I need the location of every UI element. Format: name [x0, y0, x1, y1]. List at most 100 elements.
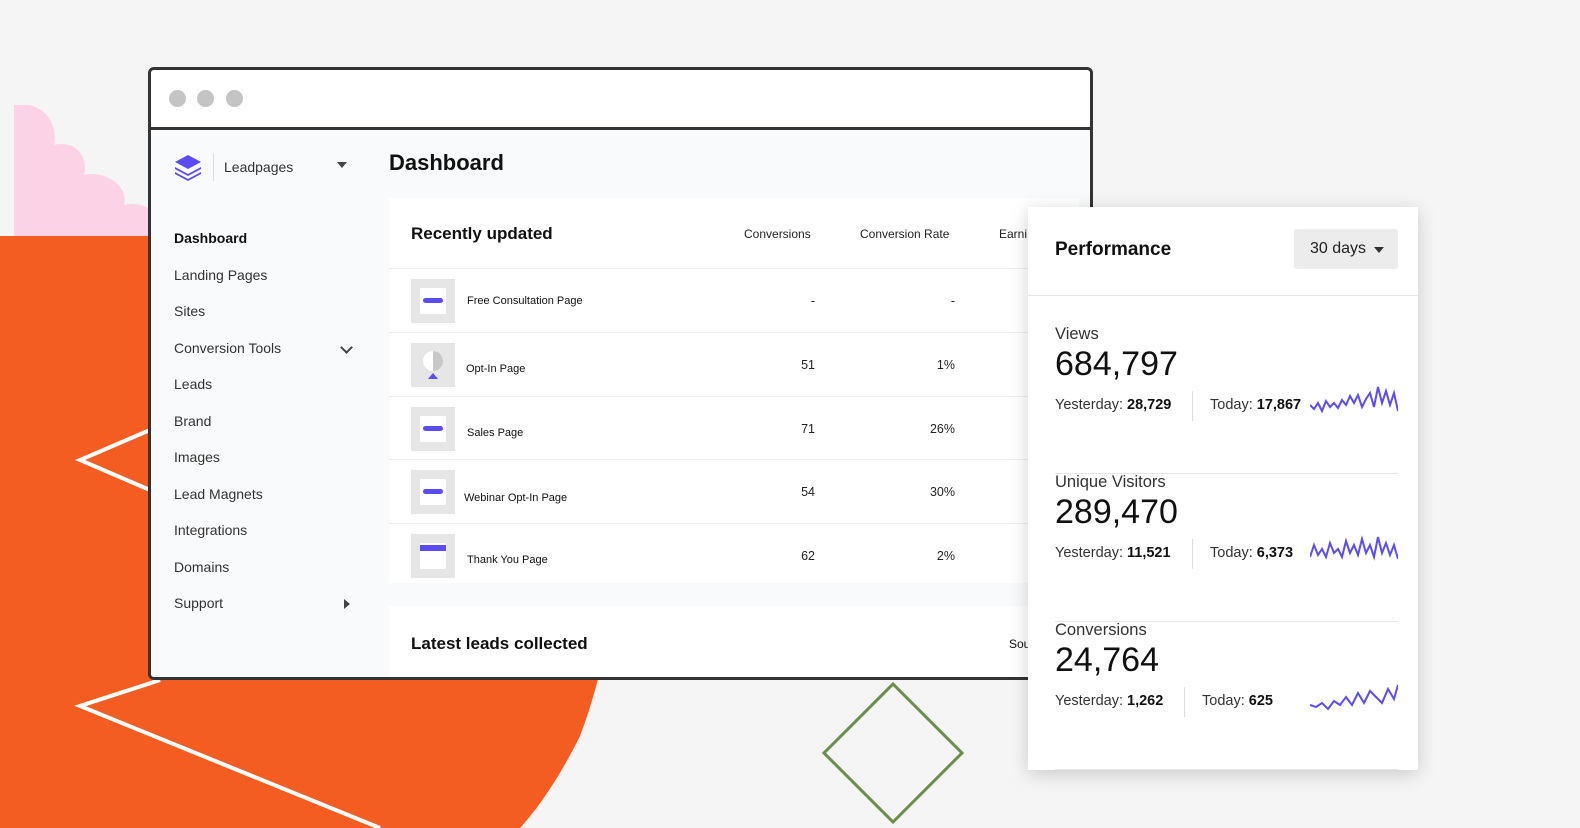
metric-label: Unique Visitors [1055, 473, 1166, 491]
page-name[interactable]: Free Consultation Page [467, 295, 583, 307]
yesterday-label: Yesterday: [1055, 545, 1123, 561]
caret-right-icon[interactable] [344, 599, 350, 609]
metric-yesterday: Yesterday: 1,262 [1055, 693, 1163, 709]
today-value: 6,373 [1256, 545, 1294, 561]
conversions-value: 54 [801, 485, 815, 500]
sidebar-item-label: Support [174, 595, 224, 612]
col-header-source[interactable]: Sou [1009, 637, 1031, 651]
table-row[interactable]: Thank You Page 62 2% [389, 524, 1079, 587]
sidebar-item-label: Landing Pages [174, 266, 268, 283]
sidebar-item-leads[interactable]: Leads [174, 366, 354, 403]
brand-caret-icon[interactable] [337, 162, 347, 168]
metric-separator [1192, 539, 1193, 569]
col-header-earnings[interactable]: Earni [999, 227, 1028, 241]
yesterday-value: 1,262 [1127, 693, 1164, 709]
latest-leads-card: Latest leads collected Sou [389, 606, 1079, 677]
sidebar-item-domains[interactable]: Domains [174, 549, 354, 586]
window-close-dot[interactable] [169, 90, 186, 107]
today-label: Today: [1210, 545, 1253, 561]
window-maximize-dot[interactable] [226, 90, 243, 107]
page-name[interactable]: Sales Page [467, 426, 524, 439]
yesterday-label: Yesterday: [1055, 693, 1123, 709]
page-title: Dashboard [389, 150, 504, 175]
metric-yesterday: Yesterday: 11,521 [1055, 545, 1171, 561]
app-body: Leadpages Dashboard Landing Pages Sites … [151, 130, 1090, 677]
today-label: Today: [1202, 693, 1245, 709]
sidebar-item-conversion-tools[interactable]: Conversion Tools [174, 330, 354, 367]
brand-divider [213, 153, 214, 181]
conversions-sparkline [1310, 684, 1398, 711]
metric-label: Views [1055, 325, 1099, 343]
sidebar-item-label: Dashboard [174, 230, 248, 247]
sidebar-item-label: Conversion Tools [174, 339, 282, 356]
window-titlebar [151, 70, 1090, 130]
sidebar-item-dashboard[interactable]: Dashboard [174, 220, 354, 257]
today-value: 17,867 [1256, 397, 1302, 413]
yesterday-label: Yesterday: [1055, 397, 1123, 413]
conversion-rate-value: 26% [929, 421, 955, 436]
sidebar-item-sites[interactable]: Sites [174, 293, 354, 330]
sidebar-item-images[interactable]: Images [174, 439, 354, 476]
page-thumb-icon [423, 298, 443, 303]
sidebar-item-support[interactable]: Support [174, 585, 354, 622]
thankyou-thumb-icon [420, 545, 446, 552]
brand-switcher[interactable]: Leadpages [173, 150, 293, 184]
page-thumbnail [411, 470, 455, 515]
recent-table-header: Recently updated Conversions Conversion … [389, 198, 1079, 269]
sidebar-item-label: Images [174, 449, 220, 466]
metric-today: Today: 6,373 [1210, 545, 1293, 561]
conversion-rate-value: 30% [929, 485, 955, 500]
layers-logo-icon [175, 155, 201, 181]
sidebar-item-lead-magnets[interactable]: Lead Magnets [174, 476, 354, 513]
sidebar-item-brand[interactable]: Brand [174, 403, 354, 440]
metric-today: Today: 625 [1202, 693, 1273, 709]
window-minimize-dot[interactable] [197, 90, 214, 107]
sidebar-item-label: Domains [174, 558, 230, 575]
yesterday-value: 28,729 [1127, 397, 1172, 413]
col-header-conversion-rate[interactable]: Conversion Rate [860, 227, 950, 241]
sidebar-item-landing-pages[interactable]: Landing Pages [174, 257, 354, 294]
metric-conversions: Conversions 24,764 Yesterday: 1,262 Toda… [1055, 621, 1398, 770]
visitors-sparkline [1310, 535, 1398, 561]
page-thumbnail [411, 406, 455, 451]
metric-value: 289,470 [1055, 493, 1178, 531]
leads-title: Latest leads collected [411, 634, 588, 653]
page-name[interactable]: Opt-In Page [466, 362, 526, 375]
table-row[interactable]: Webinar Opt-In Page 54 30% [389, 460, 1079, 525]
today-label: Today: [1210, 397, 1253, 413]
conversions-value: - [810, 294, 815, 308]
sidebar-item-label: Sites [174, 303, 206, 320]
metric-label: Conversions [1055, 621, 1147, 639]
page-name[interactable]: Webinar Opt-In Page [464, 492, 568, 505]
brand-name: Leadpages [224, 159, 294, 175]
table-row[interactable]: Sales Page 71 26% [389, 397, 1079, 461]
page-thumbnail [411, 342, 455, 387]
recently-updated-card: Recently updated Conversions Conversion … [389, 198, 1079, 583]
sidebar-item-integrations[interactable]: Integrations [174, 512, 354, 549]
conversions-value: 51 [801, 357, 815, 372]
caret-down-icon [1374, 247, 1384, 253]
table-row[interactable]: Opt-In Page 51 1% [389, 333, 1079, 397]
conversions-value: 71 [801, 421, 815, 436]
page-thumb-icon [423, 425, 443, 431]
page-name[interactable]: Thank You Page [467, 554, 548, 567]
browser-window: Leadpages Dashboard Landing Pages Sites … [148, 67, 1093, 680]
table-row[interactable]: Free Consultation Page - - [389, 269, 1079, 333]
date-range-value: 30 days [1310, 240, 1367, 257]
metric-today: Today: 17,867 [1210, 397, 1301, 413]
conversion-rate-value: 2% [936, 549, 955, 564]
metric-yesterday: Yesterday: 28,729 [1055, 397, 1171, 413]
col-header-conversions[interactable]: Conversions [744, 227, 811, 241]
chevron-down-icon[interactable] [340, 340, 353, 354]
pink-blob-decoration [14, 105, 174, 236]
metric-separator [1192, 391, 1193, 421]
metric-value: 684,797 [1055, 345, 1178, 383]
sidebar-item-label: Lead Magnets [174, 485, 263, 502]
sidebar-item-label: Brand [174, 412, 212, 429]
page-thumbnail [411, 279, 455, 323]
white-line-decoration [74, 428, 381, 828]
conversion-rate-value: - [950, 294, 955, 308]
date-range-select[interactable]: 30 days [1294, 229, 1398, 269]
metric-views: Views 684,797 Yesterday: 28,729 Today: 1… [1055, 325, 1398, 474]
performance-title: Performance [1055, 239, 1172, 260]
